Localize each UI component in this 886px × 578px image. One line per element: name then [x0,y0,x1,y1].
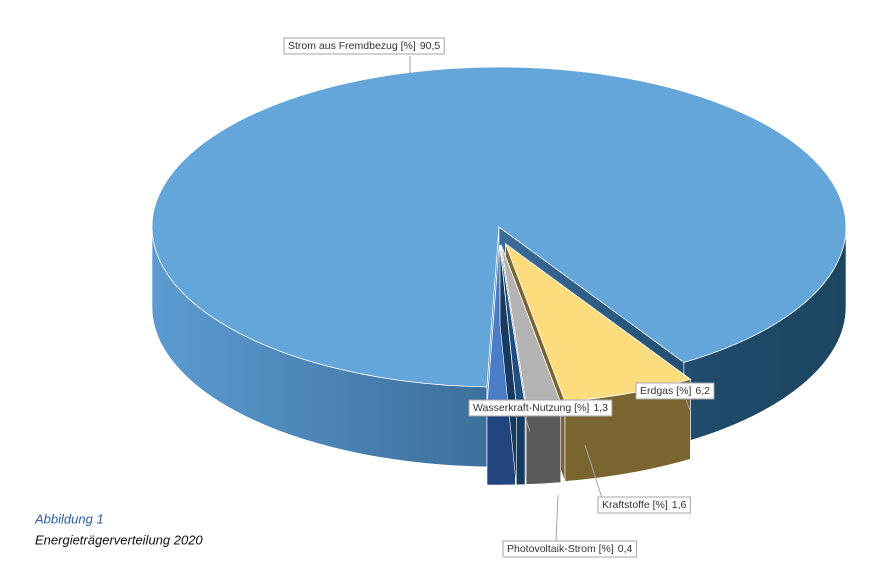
slice [151,66,847,388]
label-category: Kraftstoffe [%] [602,499,668,511]
label-value: 1,3 [593,402,608,414]
label-value: 0,4 [618,543,633,555]
slice-side [515,404,526,486]
caption-figure: Abbildung 1 [34,511,104,526]
label-box [502,540,637,558]
labels: Strom aus Fremdbezug [%] 90,5 Erdgas [%] 6,… [283,37,715,558]
data-label: Kraftstoffe [%] 1,6 [602,499,687,511]
label-box [468,399,613,417]
caption-title: Energieträgerverteilung 2020 [35,532,203,547]
label-value: 6,2 [695,385,710,397]
label-box [597,496,691,514]
label-category: Erdgas [%] [640,385,691,397]
data-label: Photovoltaik-Strom [%] 0,4 [507,543,633,555]
data-label: Strom aus Fremdbezug [%] 90,5 [288,40,440,52]
leader-line [685,399,691,411]
label-category: Photovoltaik-Strom [%] [507,543,614,555]
data-label: Wasserkraft-Nutzung [%] 1,3 [473,402,608,414]
label-value: 90,5 [420,40,441,52]
label-box [635,382,715,400]
pie [151,66,847,486]
data-label: Erdgas [%] 6,2 [640,385,710,397]
label-category: Wasserkraft-Nutzung [%] [473,402,589,414]
leader-line [555,494,559,542]
leader-line [524,415,531,433]
label-category: Strom aus Fremdbezug [%] [288,40,416,52]
label-value: 1,6 [672,499,687,511]
label-box [283,37,445,55]
leader-line [584,444,603,499]
